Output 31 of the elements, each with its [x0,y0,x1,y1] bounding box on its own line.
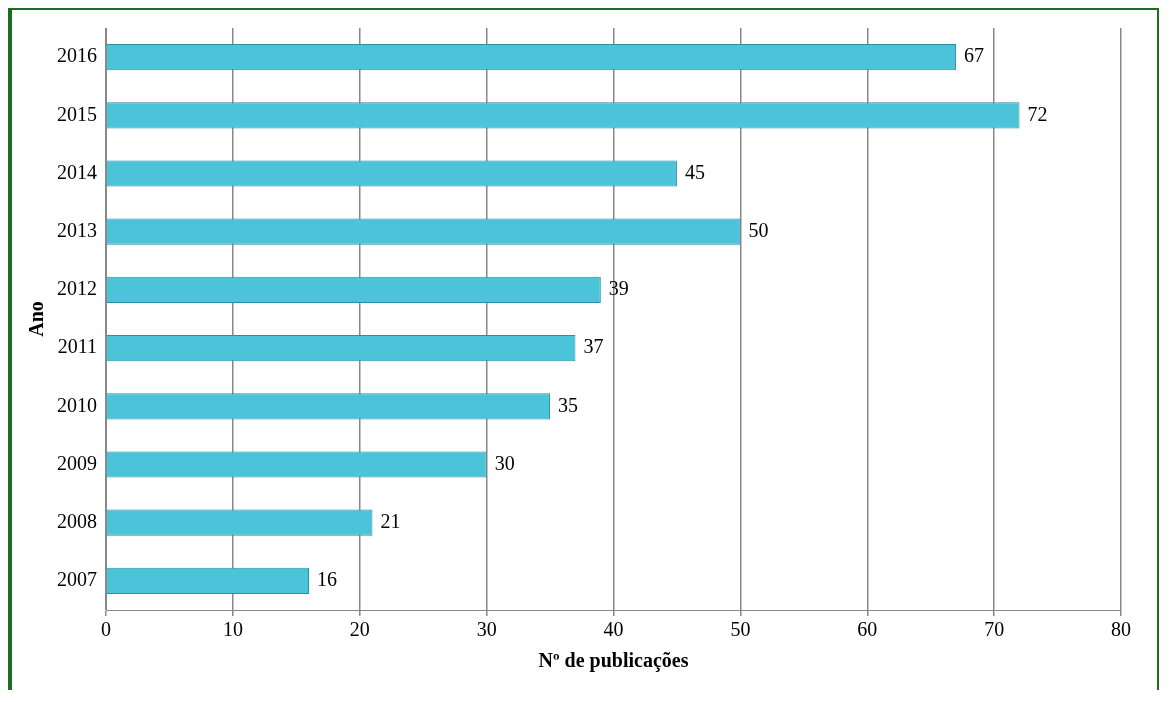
y-tick-label: 2012 [57,277,97,300]
y-tick-label: 2016 [57,44,97,67]
x-tick-label: 30 [476,618,497,641]
x-tick-label: 20 [349,618,370,641]
y-tick-label: 2015 [57,102,97,125]
x-tick-label: 80 [1111,618,1131,641]
y-tick-label: 2009 [57,451,97,474]
y-tick-label: 2007 [57,568,97,591]
y-tick-label: 2008 [57,509,97,532]
x-tick-label: 10 [222,618,243,641]
x-tick-label: 0 [101,618,111,641]
data-label: 72 [1027,102,1048,125]
y-tick-label: 2014 [57,160,97,183]
y-tick-label: 2010 [57,393,97,416]
y-tick-label: 2011 [57,335,97,358]
data-label: 30 [494,451,515,474]
x-axis-title: Nº de publicações [538,649,689,673]
data-label: 45 [684,160,705,183]
x-tick-label: 50 [730,618,751,641]
data-label: 39 [608,277,629,300]
y-tick-label: 2013 [57,218,97,241]
x-tick-label: 60 [857,618,878,641]
data-label: 50 [748,218,769,241]
x-tick-label: 40 [603,618,624,641]
data-label: 37 [583,335,604,358]
y-axis-title: Ano [25,301,48,337]
data-label: 35 [558,393,579,416]
data-label: 67 [964,44,985,67]
data-label: 21 [380,509,401,532]
x-tick-label: 70 [984,618,1005,641]
data-label: 16 [317,568,337,591]
